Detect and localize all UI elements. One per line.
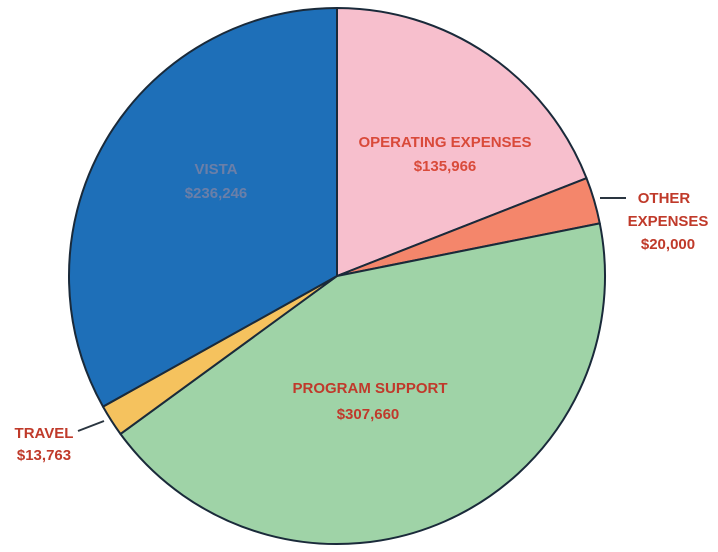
leader-lines <box>77 197 626 432</box>
slice-label-other-expenses-line2: EXPENSES <box>628 213 709 230</box>
pie-slice-program-support <box>119 222 607 545</box>
slice-value-other-expenses: $20,000 <box>641 236 695 253</box>
slice-label-operating-expenses: OPERATING EXPENSES <box>358 134 531 151</box>
slice-value-travel: $13,763 <box>17 447 71 464</box>
leader-line-travel <box>77 420 105 432</box>
slice-value-vista: $236,246 <box>185 185 248 202</box>
slice-label-other-expenses-line1: OTHER <box>638 190 691 207</box>
pie-slices <box>67 7 607 545</box>
pie-slice-operating-expenses <box>336 7 588 277</box>
slice-label-program-support: PROGRAM SUPPORT <box>292 380 447 397</box>
slice-value-program-support: $307,660 <box>337 406 400 423</box>
slice-value-operating-expenses: $135,966 <box>414 158 477 175</box>
slice-label-vista: VISTA <box>194 161 237 178</box>
slice-label-travel: TRAVEL <box>15 425 74 442</box>
pie-slice-vista <box>67 7 338 408</box>
